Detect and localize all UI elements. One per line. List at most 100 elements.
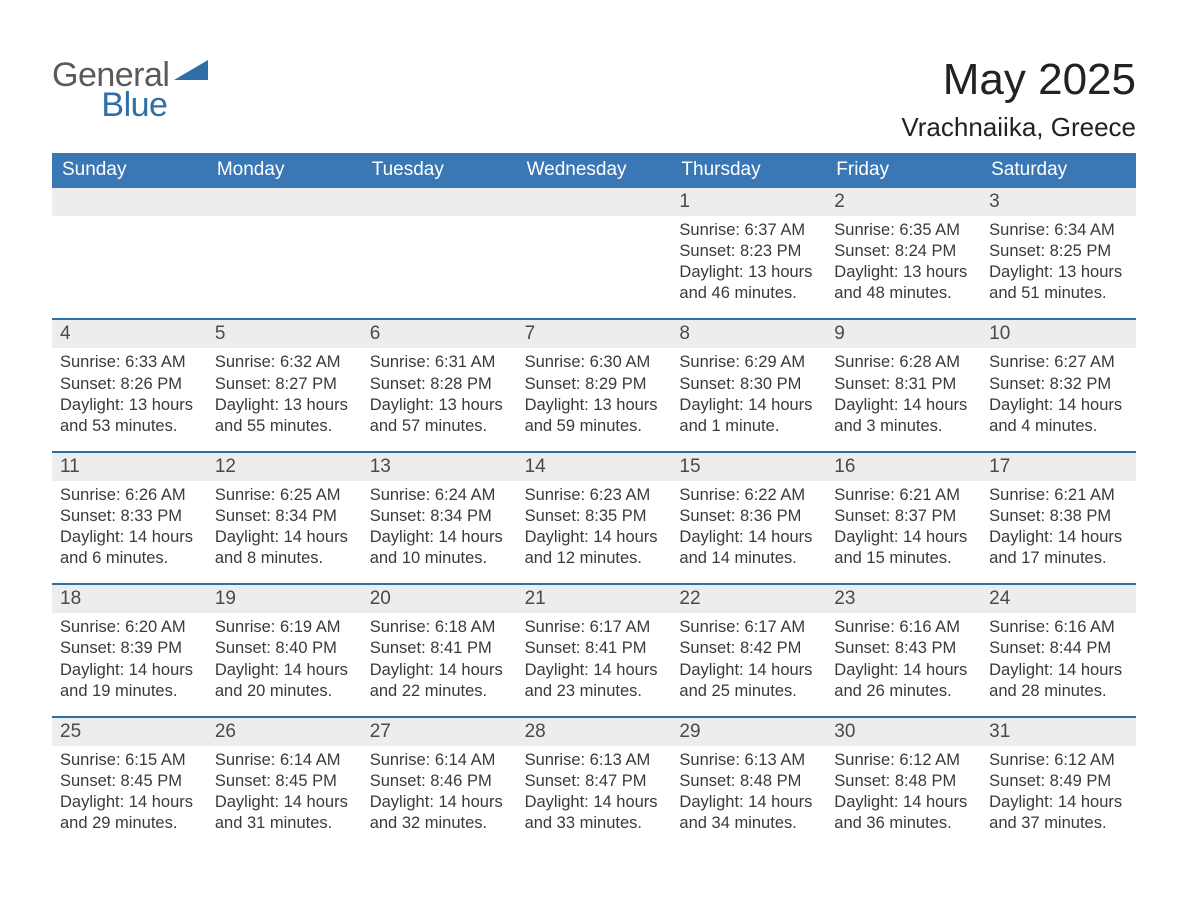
day-sunrise: Sunrise: 6:28 AM: [834, 352, 973, 373]
day-daylight1: Daylight: 13 hours: [370, 395, 509, 416]
day-daylight2: and 22 minutes.: [370, 681, 509, 702]
week-number-strip: 18192021222324: [52, 583, 1136, 613]
day-daylight1: Daylight: 14 hours: [679, 395, 818, 416]
day-daylight2: and 46 minutes.: [679, 283, 818, 304]
day-daylight1: Daylight: 14 hours: [525, 792, 664, 813]
day-daylight1: Daylight: 14 hours: [370, 792, 509, 813]
day-sunrise: Sunrise: 6:17 AM: [679, 617, 818, 638]
day-cell: Sunrise: 6:27 AMSunset: 8:32 PMDaylight:…: [981, 348, 1136, 450]
day-cell: [52, 216, 207, 318]
day-daylight1: Daylight: 14 hours: [60, 660, 199, 681]
day-sunset: Sunset: 8:49 PM: [989, 771, 1128, 792]
day-number: 15: [671, 453, 826, 481]
day-daylight2: and 19 minutes.: [60, 681, 199, 702]
day-cell: Sunrise: 6:17 AMSunset: 8:41 PMDaylight:…: [517, 613, 672, 715]
day-daylight1: Daylight: 14 hours: [215, 527, 354, 548]
day-number: 20: [362, 585, 517, 613]
day-number: 2: [826, 188, 981, 216]
day-daylight2: and 8 minutes.: [215, 548, 354, 569]
day-daylight1: Daylight: 14 hours: [989, 527, 1128, 548]
title-block: May 2025 Vrachnaiika, Greece: [901, 58, 1136, 143]
day-daylight2: and 14 minutes.: [679, 548, 818, 569]
day-sunrise: Sunrise: 6:33 AM: [60, 352, 199, 373]
day-daylight2: and 37 minutes.: [989, 813, 1128, 834]
day-cell: Sunrise: 6:18 AMSunset: 8:41 PMDaylight:…: [362, 613, 517, 715]
day-number: 28: [517, 718, 672, 746]
day-cell: Sunrise: 6:13 AMSunset: 8:47 PMDaylight:…: [517, 746, 672, 848]
day-cell: Sunrise: 6:33 AMSunset: 8:26 PMDaylight:…: [52, 348, 207, 450]
day-cell: Sunrise: 6:26 AMSunset: 8:33 PMDaylight:…: [52, 481, 207, 583]
day-cell: Sunrise: 6:16 AMSunset: 8:44 PMDaylight:…: [981, 613, 1136, 715]
day-daylight2: and 57 minutes.: [370, 416, 509, 437]
day-daylight1: Daylight: 14 hours: [215, 660, 354, 681]
day-cell: Sunrise: 6:16 AMSunset: 8:43 PMDaylight:…: [826, 613, 981, 715]
day-number: 31: [981, 718, 1136, 746]
day-daylight1: Daylight: 14 hours: [834, 792, 973, 813]
week-body-row: Sunrise: 6:15 AM Sunset: 8:45 PM Daylight:…: [52, 746, 1136, 848]
day-number: 14: [517, 453, 672, 481]
day-sunrise: Sunrise: 6:13 AM: [679, 750, 818, 771]
header-row: General Blue May 2025 Vrachnaiika, Greec…: [52, 58, 1136, 143]
day-cell: Sunrise: 6:12 AMSunset: 8:48 PMDaylight:…: [826, 746, 981, 848]
day-cell: Sunrise: 6:23 AMSunset: 8:35 PMDaylight:…: [517, 481, 672, 583]
day-daylight2: and 51 minutes.: [989, 283, 1128, 304]
week-number-strip: 45678910: [52, 318, 1136, 348]
day-sunset: Sunset: 8:26 PM: [60, 374, 199, 395]
day-of-week-cell: Friday: [826, 153, 981, 188]
day-sunrise: Sunrise: 6:35 AM: [834, 220, 973, 241]
day-sunrise: Sunrise: 6:20 AM: [60, 617, 199, 638]
day-cell: Sunrise: 6:15 AMSunset: 8:45 PMDaylight:…: [52, 746, 207, 848]
day-cell: [207, 216, 362, 318]
day-daylight1: Daylight: 13 hours: [60, 395, 199, 416]
day-sunrise: Sunrise: 6:15 AM: [60, 750, 199, 771]
day-daylight2: and 36 minutes.: [834, 813, 973, 834]
day-cell: Sunrise: 6:35 AMSunset: 8:24 PMDaylight:…: [826, 216, 981, 318]
week-number-strip: 25262728293031: [52, 716, 1136, 746]
day-number: 1: [671, 188, 826, 216]
day-number: 5: [207, 320, 362, 348]
day-daylight2: and 28 minutes.: [989, 681, 1128, 702]
day-daylight2: and 48 minutes.: [834, 283, 973, 304]
day-daylight1: Daylight: 14 hours: [989, 792, 1128, 813]
day-sunset: Sunset: 8:45 PM: [215, 771, 354, 792]
day-number: 22: [671, 585, 826, 613]
day-sunset: Sunset: 8:38 PM: [989, 506, 1128, 527]
day-daylight2: and 15 minutes.: [834, 548, 973, 569]
day-cell: Sunrise: 6:32 AMSunset: 8:27 PMDaylight:…: [207, 348, 362, 450]
day-of-week-cell: Monday: [207, 153, 362, 188]
day-sunset: Sunset: 8:41 PM: [525, 638, 664, 659]
day-daylight1: Daylight: 13 hours: [525, 395, 664, 416]
day-sunset: Sunset: 8:34 PM: [215, 506, 354, 527]
day-cell: Sunrise: 6:31 AMSunset: 8:28 PMDaylight:…: [362, 348, 517, 450]
day-daylight1: Daylight: 14 hours: [834, 660, 973, 681]
day-sunrise: Sunrise: 6:14 AM: [215, 750, 354, 771]
day-daylight2: and 12 minutes.: [525, 548, 664, 569]
day-daylight2: and 4 minutes.: [989, 416, 1128, 437]
day-number: 17: [981, 453, 1136, 481]
day-cell: Sunrise: 6:21 AMSunset: 8:38 PMDaylight:…: [981, 481, 1136, 583]
day-sunset: Sunset: 8:43 PM: [834, 638, 973, 659]
day-sunset: Sunset: 8:23 PM: [679, 241, 818, 262]
day-daylight1: Daylight: 14 hours: [679, 527, 818, 548]
day-cell: Sunrise: 6:19 AMSunset: 8:40 PMDaylight:…: [207, 613, 362, 715]
day-cell: Sunrise: 6:13 AMSunset: 8:48 PMDaylight:…: [671, 746, 826, 848]
day-sunset: Sunset: 8:32 PM: [989, 374, 1128, 395]
day-of-week-cell: Thursday: [671, 153, 826, 188]
day-daylight1: Daylight: 14 hours: [370, 527, 509, 548]
day-sunrise: Sunrise: 6:21 AM: [834, 485, 973, 506]
day-daylight1: Daylight: 14 hours: [679, 792, 818, 813]
day-sunset: Sunset: 8:36 PM: [679, 506, 818, 527]
day-of-week-cell: Wednesday: [517, 153, 672, 188]
day-sunrise: Sunrise: 6:12 AM: [834, 750, 973, 771]
day-number: 24: [981, 585, 1136, 613]
day-daylight2: and 1 minute.: [679, 416, 818, 437]
day-sunrise: Sunrise: 6:22 AM: [679, 485, 818, 506]
day-sunrise: Sunrise: 6:21 AM: [989, 485, 1128, 506]
day-sunrise: Sunrise: 6:34 AM: [989, 220, 1128, 241]
day-sunrise: Sunrise: 6:23 AM: [525, 485, 664, 506]
logo-text-block: General Blue: [52, 58, 169, 122]
day-daylight1: Daylight: 14 hours: [60, 527, 199, 548]
day-sunrise: Sunrise: 6:16 AM: [834, 617, 973, 638]
day-daylight1: Daylight: 14 hours: [525, 527, 664, 548]
day-sunset: Sunset: 8:24 PM: [834, 241, 973, 262]
